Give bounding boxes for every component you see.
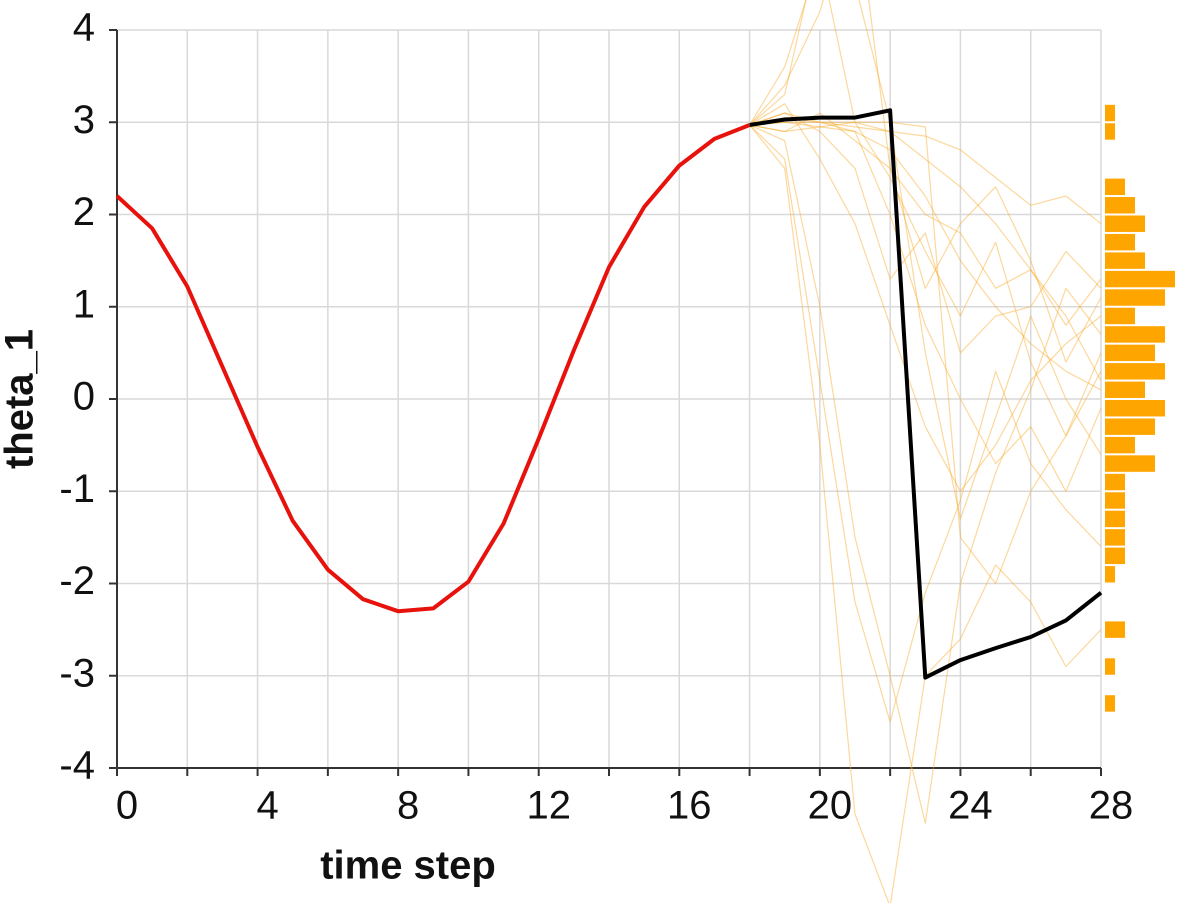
sample-line — [749, 124, 1102, 723]
y-tick-label: 2 — [73, 190, 95, 234]
x-tick-label: 20 — [808, 784, 853, 828]
histogram-bar — [1105, 695, 1115, 712]
sample-line — [749, 121, 1102, 492]
y-tick-label: 3 — [73, 98, 95, 142]
x-tick-label: 16 — [667, 784, 712, 828]
histogram-bar — [1105, 123, 1115, 140]
x-tick-label: 4 — [256, 784, 278, 828]
y-tick-label: -1 — [59, 467, 95, 511]
sample-line — [749, 124, 1102, 824]
y-tick-label: 1 — [73, 282, 95, 326]
sample-line — [749, 121, 1102, 391]
histogram-bar — [1105, 547, 1125, 565]
x-tick-label: 0 — [116, 784, 138, 828]
histogram-bar — [1105, 344, 1155, 362]
sample-line — [749, 0, 1102, 437]
x-tick-label: 28 — [1089, 784, 1134, 828]
histogram-bar — [1105, 178, 1125, 196]
y-tick-label: -2 — [59, 559, 95, 603]
histogram-bar — [1105, 510, 1125, 528]
series-line — [749, 108, 1103, 680]
histogram-bar — [1105, 197, 1135, 214]
histogram-bar — [1105, 566, 1115, 583]
x-tick-label: 8 — [397, 784, 419, 828]
histogram-bar — [1105, 270, 1175, 288]
histogram-bar — [1105, 492, 1125, 509]
y-axis-title: theta_1 — [0, 329, 42, 469]
x-tick-label: 24 — [948, 784, 993, 828]
sample-line — [749, 112, 1102, 354]
y-tick-label: -4 — [59, 744, 95, 788]
histogram-bar — [1105, 104, 1115, 122]
histogram-bar — [1105, 621, 1125, 638]
histogram-bar — [1105, 307, 1135, 325]
histogram-bar — [1105, 289, 1165, 306]
histogram-bar — [1105, 418, 1155, 435]
histogram-bar — [1105, 529, 1125, 546]
histogram-bar — [1105, 381, 1145, 398]
sample-line — [749, 0, 1102, 363]
sample-line — [749, 0, 1102, 520]
y-tick-label: 4 — [73, 6, 95, 50]
series-line — [115, 123, 751, 614]
sample-line — [749, 121, 1102, 585]
sample-line — [749, 117, 1102, 381]
histogram-bar — [1105, 363, 1165, 380]
x-axis-title: time step — [320, 844, 496, 888]
histogram-bar — [1105, 326, 1165, 343]
histogram-bar — [1105, 400, 1165, 417]
histogram-bar — [1105, 473, 1125, 491]
sample-line — [749, 124, 1102, 903]
histogram-bar — [1105, 215, 1145, 232]
histogram-bar — [1105, 252, 1145, 269]
histogram-bar — [1105, 233, 1135, 251]
histogram-bar — [1105, 455, 1155, 472]
histogram-bar — [1105, 436, 1135, 454]
y-tick-label: 0 — [73, 375, 95, 419]
histogram-bar — [1105, 658, 1115, 675]
y-tick-label: -3 — [59, 651, 95, 695]
x-tick-label: 12 — [526, 784, 571, 828]
sample-line — [749, 103, 1102, 492]
